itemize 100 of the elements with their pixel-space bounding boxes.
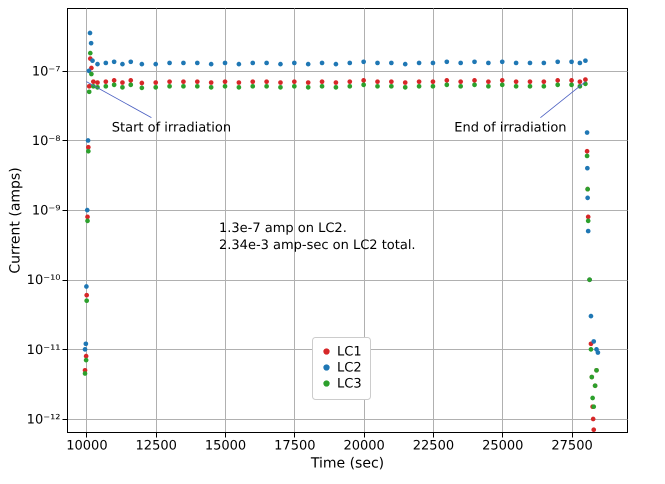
point (347, 84, 352, 89)
point (458, 79, 464, 84)
point (82, 347, 88, 352)
point (103, 84, 108, 89)
x-tick-label: 27500 (551, 438, 593, 454)
point (85, 214, 90, 220)
point (444, 59, 450, 64)
point (334, 80, 338, 85)
point (222, 84, 228, 89)
point (84, 292, 90, 298)
point (514, 79, 518, 84)
point (278, 80, 283, 85)
point (112, 82, 116, 88)
point (586, 228, 591, 234)
point (181, 60, 186, 66)
point (320, 60, 324, 66)
point (590, 396, 595, 400)
point (584, 130, 590, 135)
point (167, 60, 172, 66)
point (167, 79, 172, 84)
point (444, 78, 450, 83)
point (89, 72, 94, 76)
point (389, 84, 394, 89)
point (347, 79, 352, 84)
legend-label: LC3 (337, 376, 362, 392)
point (361, 82, 366, 88)
y-tick-label: 10⁻⁷ (32, 64, 60, 80)
point (541, 60, 546, 66)
point (112, 78, 116, 83)
point (430, 79, 436, 84)
x-tick-label: 10000 (66, 438, 108, 454)
point (112, 59, 116, 64)
point (514, 60, 518, 66)
point (528, 79, 532, 84)
x-tick-label: 22500 (412, 438, 454, 454)
point (264, 84, 269, 89)
point (88, 50, 93, 56)
point (153, 62, 158, 66)
point (578, 60, 582, 66)
point (140, 80, 144, 86)
point (416, 60, 422, 66)
y-tick-label: 10⁻¹¹ (26, 342, 60, 358)
point (236, 85, 242, 90)
point (555, 82, 560, 88)
point (569, 59, 574, 64)
point (416, 79, 422, 84)
y-tick-label: 10⁻¹⁰ (26, 273, 60, 288)
point (103, 79, 108, 84)
point (82, 371, 88, 376)
annotation: 2.34e-3 amp-sec on LC2 total. (219, 238, 416, 253)
point (389, 60, 394, 66)
point (347, 60, 352, 66)
point (528, 84, 532, 89)
point (416, 84, 422, 89)
point (458, 60, 464, 66)
point (208, 62, 214, 66)
point (128, 59, 134, 64)
point (334, 85, 338, 90)
point (264, 60, 269, 66)
point (430, 60, 436, 66)
point (389, 79, 394, 84)
point (528, 60, 532, 66)
point (181, 84, 186, 89)
point (292, 60, 297, 66)
point (430, 84, 436, 89)
point (292, 79, 297, 84)
point (84, 298, 90, 304)
point (181, 79, 186, 84)
point (140, 62, 144, 66)
point (86, 138, 90, 143)
point (591, 339, 596, 344)
point (89, 66, 94, 70)
point (472, 82, 477, 88)
point (194, 60, 200, 66)
annotation: Start of irradiation (112, 120, 232, 136)
point (84, 208, 90, 212)
point (583, 77, 588, 82)
point (375, 79, 380, 84)
y-tick-label: 10⁻⁹ (32, 204, 60, 219)
point (84, 284, 89, 289)
point (320, 79, 324, 84)
point (472, 59, 477, 64)
x-tick-label: 15000 (204, 438, 246, 454)
point (590, 416, 596, 422)
point (541, 79, 546, 84)
point (90, 79, 96, 84)
point (86, 144, 91, 150)
point (103, 60, 108, 66)
y-tick-label: 10⁻¹² (26, 412, 60, 428)
point (84, 342, 88, 346)
point (222, 79, 228, 84)
legend-label: LC2 (337, 360, 362, 376)
point (86, 148, 91, 154)
x-tick-label: 25000 (482, 438, 524, 454)
point (264, 79, 269, 84)
point (585, 166, 590, 171)
point (486, 60, 491, 66)
point (86, 84, 92, 89)
point (167, 84, 172, 89)
point (306, 80, 311, 85)
